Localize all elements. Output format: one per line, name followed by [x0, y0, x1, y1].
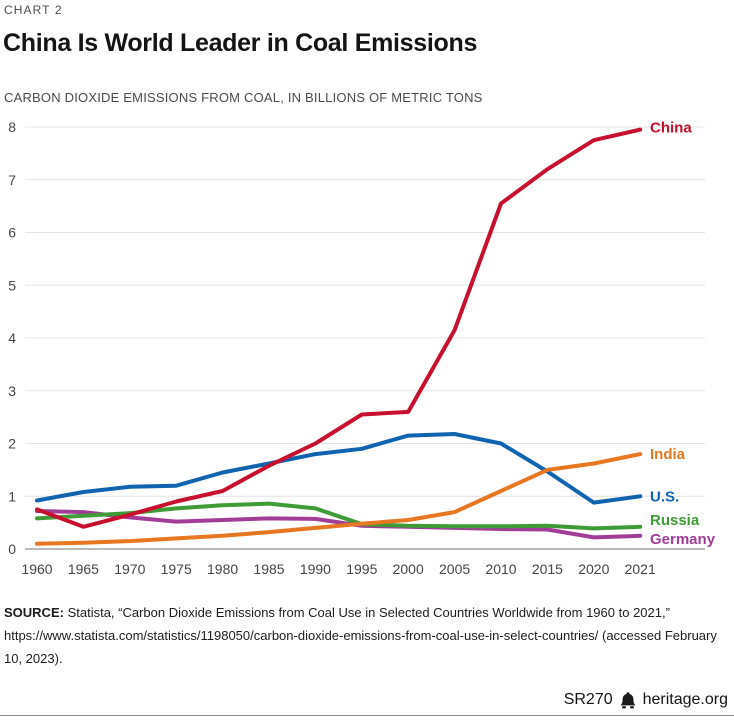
y-axis-tick-label: 2: [8, 436, 16, 452]
x-axis-tick-label: 2015: [532, 561, 563, 577]
y-axis-tick-label: 8: [8, 119, 16, 135]
source-label: SOURCE:: [4, 605, 64, 620]
series-label-us: U.S.: [650, 488, 679, 505]
page-title: China Is World Leader in Coal Emissions: [3, 29, 478, 57]
y-axis-tick-label: 3: [8, 383, 16, 399]
coal-emissions-line-chart: 0 1 2 3 4 5 6 7 8 1960 1965 1970 1975 1980 1985 1990 199…: [8, 119, 716, 577]
source-text: Statista, “Carbon Dioxide Emissions from…: [4, 605, 717, 666]
x-axis-tick-label: 2020: [578, 561, 609, 577]
y-axis-tick-label: 1: [8, 488, 16, 504]
x-axis-tick-label: 1995: [346, 561, 377, 577]
y-axis-tick-label: 6: [8, 225, 16, 241]
x-axis-tick-label: 2021: [625, 561, 656, 577]
series-label-india: India: [650, 446, 686, 463]
liberty-bell-icon: [620, 691, 636, 708]
x-axis-tick-label: 1960: [21, 561, 52, 577]
x-axis-tick-label: 1980: [207, 561, 238, 577]
series-label-china: China: [650, 120, 692, 137]
site-name: heritage.org: [642, 691, 728, 708]
chart-subtitle: CARBON DIOXIDE EMISSIONS FROM COAL, IN B…: [4, 90, 483, 105]
x-axis-tick-label: 2005: [439, 561, 470, 577]
y-axis-tick-label: 4: [8, 330, 16, 346]
series-label-germany: Germany: [650, 531, 716, 548]
series-label-russia: Russia: [650, 512, 700, 529]
series-line-india: [35, 452, 643, 546]
y-axis-tick-label: 5: [8, 277, 16, 293]
x-axis-tick-label: 1985: [253, 561, 284, 577]
chart-number: CHART 2: [4, 3, 63, 17]
x-axis-tick-label: 1975: [161, 561, 192, 577]
report-id: SR270: [563, 691, 613, 708]
series-line-china: [35, 127, 643, 529]
x-axis-tick-label: 2010: [485, 561, 516, 577]
page-footer: SR270 heritage.org: [564, 691, 728, 709]
x-axis-tick-label: 1990: [300, 561, 331, 577]
y-axis-tick-label: 0: [8, 541, 16, 557]
y-axis-tick-label: 7: [8, 172, 16, 188]
bottom-divider: [0, 715, 734, 716]
x-axis-tick-label: 1965: [68, 561, 99, 577]
x-axis-tick-label: 2000: [393, 561, 424, 577]
x-axis-tick-label: 1970: [114, 561, 145, 577]
source-note: SOURCE: Statista, “Carbon Dioxide Emissi…: [4, 601, 730, 670]
series-line-us: [35, 432, 643, 505]
series-line-germany: [35, 509, 643, 540]
